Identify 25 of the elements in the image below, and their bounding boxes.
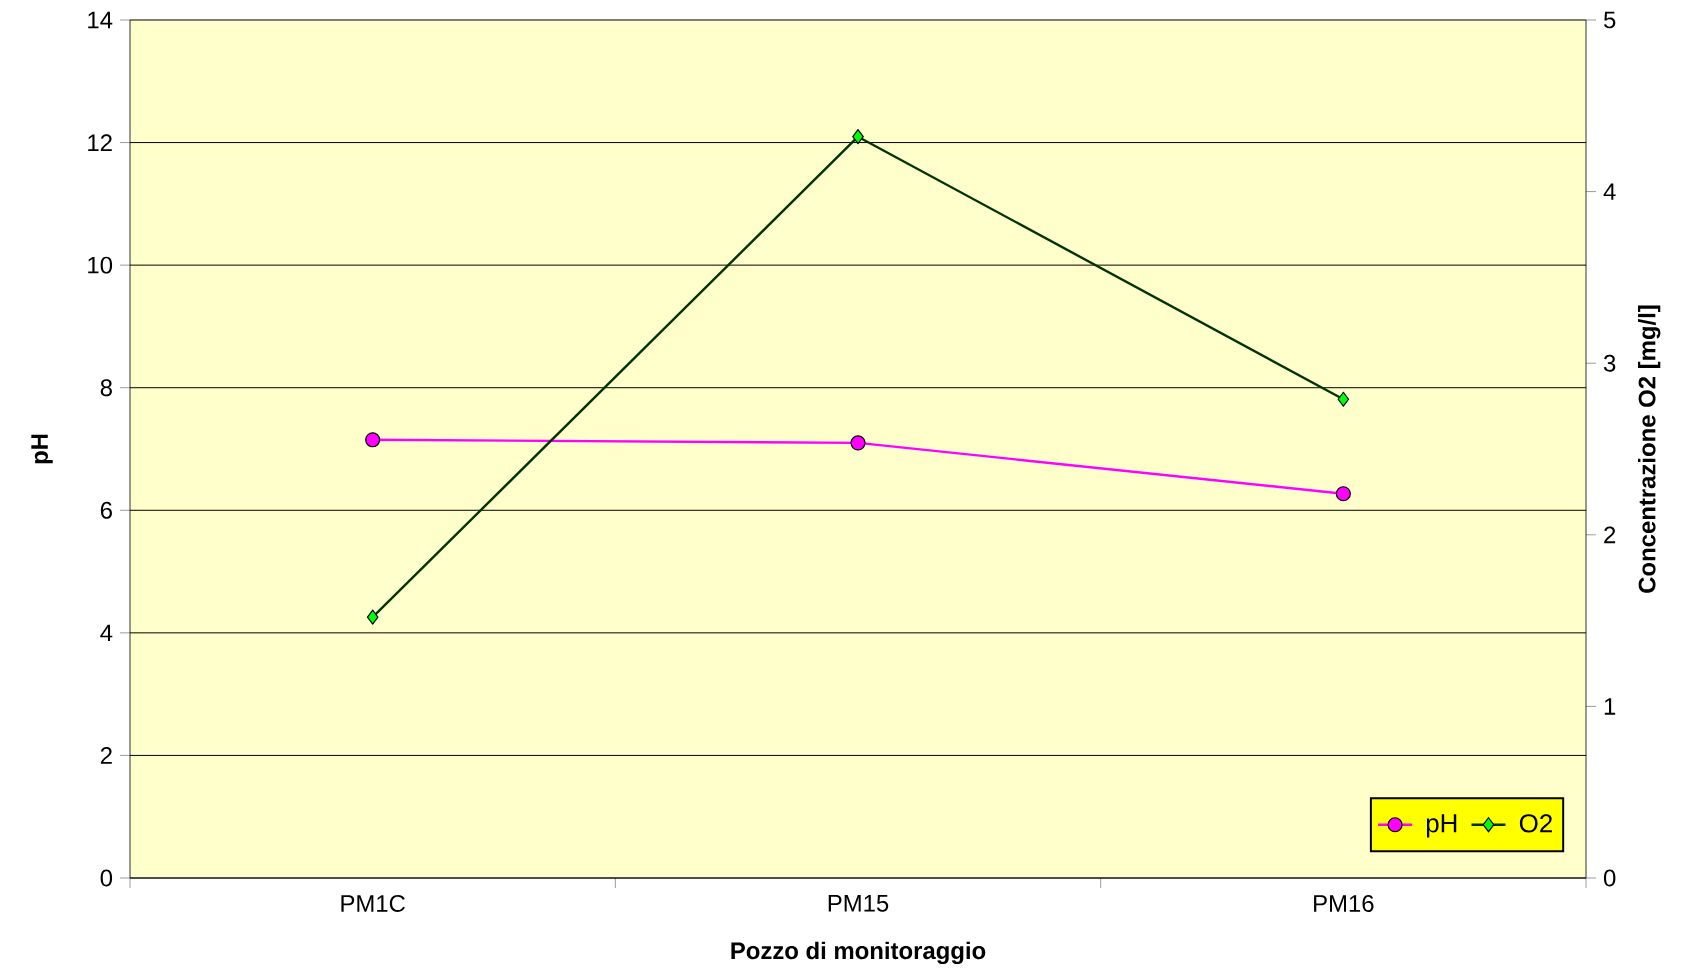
point: [850, 435, 866, 451]
y-tick-label: 2: [100, 747, 112, 764]
legend-label: O2: [1519, 814, 1552, 833]
y-tick-label: 8: [100, 379, 112, 397]
y2-tick-label: 3: [1603, 354, 1616, 372]
y2-tick-label: 2: [1604, 526, 1616, 544]
x-axis-title: Pozzo di monitoraggio: [731, 941, 986, 964]
legend-label: pH: [1426, 814, 1457, 838]
x-tick-label: PM1C: [341, 895, 405, 912]
x-tick-label: PM16: [1314, 895, 1374, 912]
y-tick-label: 12: [88, 134, 112, 151]
x-tick-label: PM15: [828, 895, 889, 912]
y2-tick-label: 1: [1604, 698, 1616, 715]
y-tick-label: 0: [100, 869, 113, 887]
y-tick-label: 4: [100, 624, 113, 642]
y-tick-label: 10: [88, 256, 113, 274]
y2-tick-label: 5: [1603, 11, 1616, 29]
point: [365, 432, 381, 448]
y2-axis-title: Concentrazione O2 [mg/l]: [1638, 305, 1661, 593]
y2-tick-label: 4: [1603, 183, 1616, 200]
y-axis-title: pH: [31, 434, 53, 464]
y-tick-label: 6: [100, 501, 112, 519]
y2-tick-label: 0: [1603, 869, 1616, 887]
y-tick-label: 14: [88, 11, 113, 29]
point: [1335, 486, 1351, 502]
